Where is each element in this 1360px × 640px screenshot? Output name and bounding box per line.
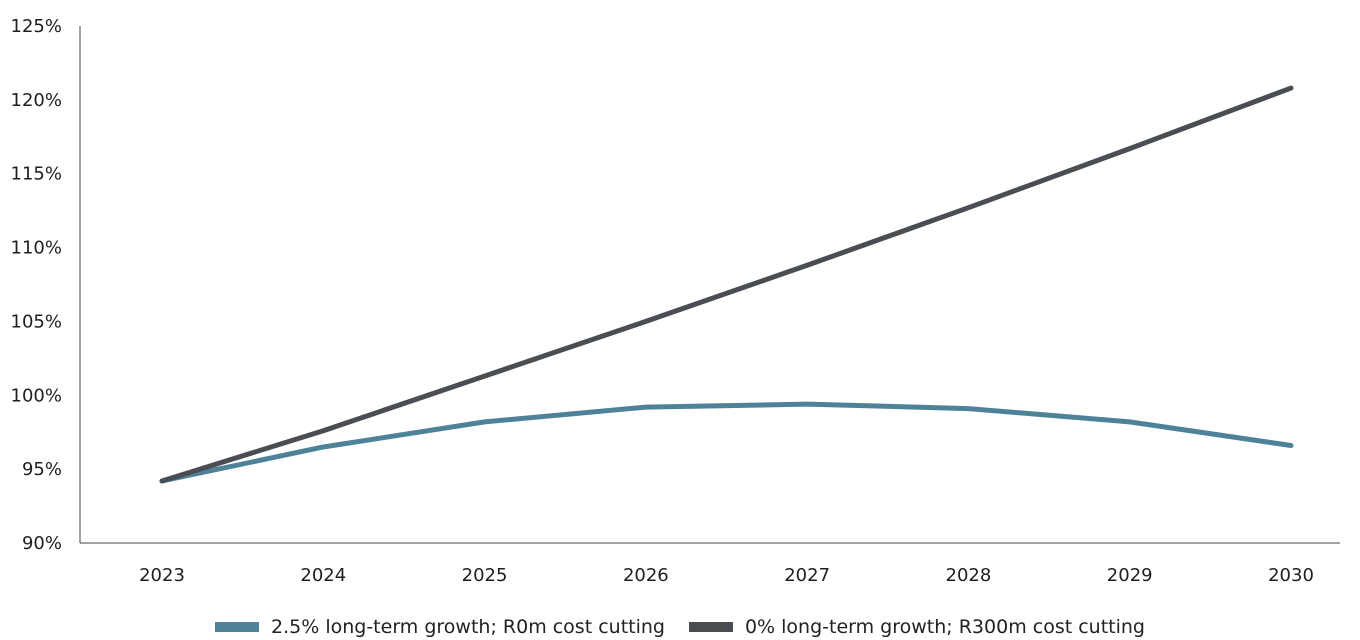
y-tick-label: 90%: [22, 533, 62, 554]
x-tick-label: 2024: [300, 565, 346, 586]
y-axis: 90% 95% 100% 105% 110% 115% 120% 125%: [11, 16, 81, 554]
legend: 2.5% long-term growth; R0m cost cutting …: [0, 616, 1360, 638]
legend-label-series-2: 0% long-term growth; R300m cost cutting: [744, 616, 1145, 638]
x-tick-label: 2029: [1107, 565, 1153, 586]
legend-item-series-2: 0% long-term growth; R300m cost cutting: [688, 616, 1145, 638]
y-tick-label: 105%: [11, 311, 62, 332]
y-tick-label: 125%: [11, 16, 62, 37]
series-line-2: [159, 85, 1294, 484]
x-tick-label: 2027: [784, 565, 830, 586]
y-tick-label: 95%: [22, 459, 62, 480]
legend-swatch-series-2: [688, 622, 733, 632]
y-tick-label: 100%: [11, 385, 62, 406]
series-lines: [159, 85, 1294, 484]
x-axis: 2023 2024 2025 2026 2027 2028 2029 2030: [80, 542, 1340, 586]
legend-label-series-1: 2.5% long-term growth; R0m cost cutting: [271, 616, 665, 638]
x-tick-label: 2026: [623, 565, 669, 586]
series-line-1: [159, 401, 1294, 484]
y-tick-label: 120%: [11, 90, 62, 111]
x-tick-label: 2028: [946, 565, 992, 586]
line-chart: 90%95%100%105%110%115%120%125% 2023 2024 2…: [11, 16, 1340, 586]
legend-item-series-1: 2.5% long-term growth; R0m cost cutting: [215, 616, 665, 638]
legend-swatch-series-1: [215, 622, 260, 632]
y-tick-label: 115%: [11, 164, 62, 185]
y-tick-label: 110%: [11, 238, 62, 259]
x-tick-label: 2023: [139, 565, 185, 586]
x-tick-label: 2025: [462, 565, 508, 586]
x-tick-label: 2030: [1268, 565, 1314, 586]
